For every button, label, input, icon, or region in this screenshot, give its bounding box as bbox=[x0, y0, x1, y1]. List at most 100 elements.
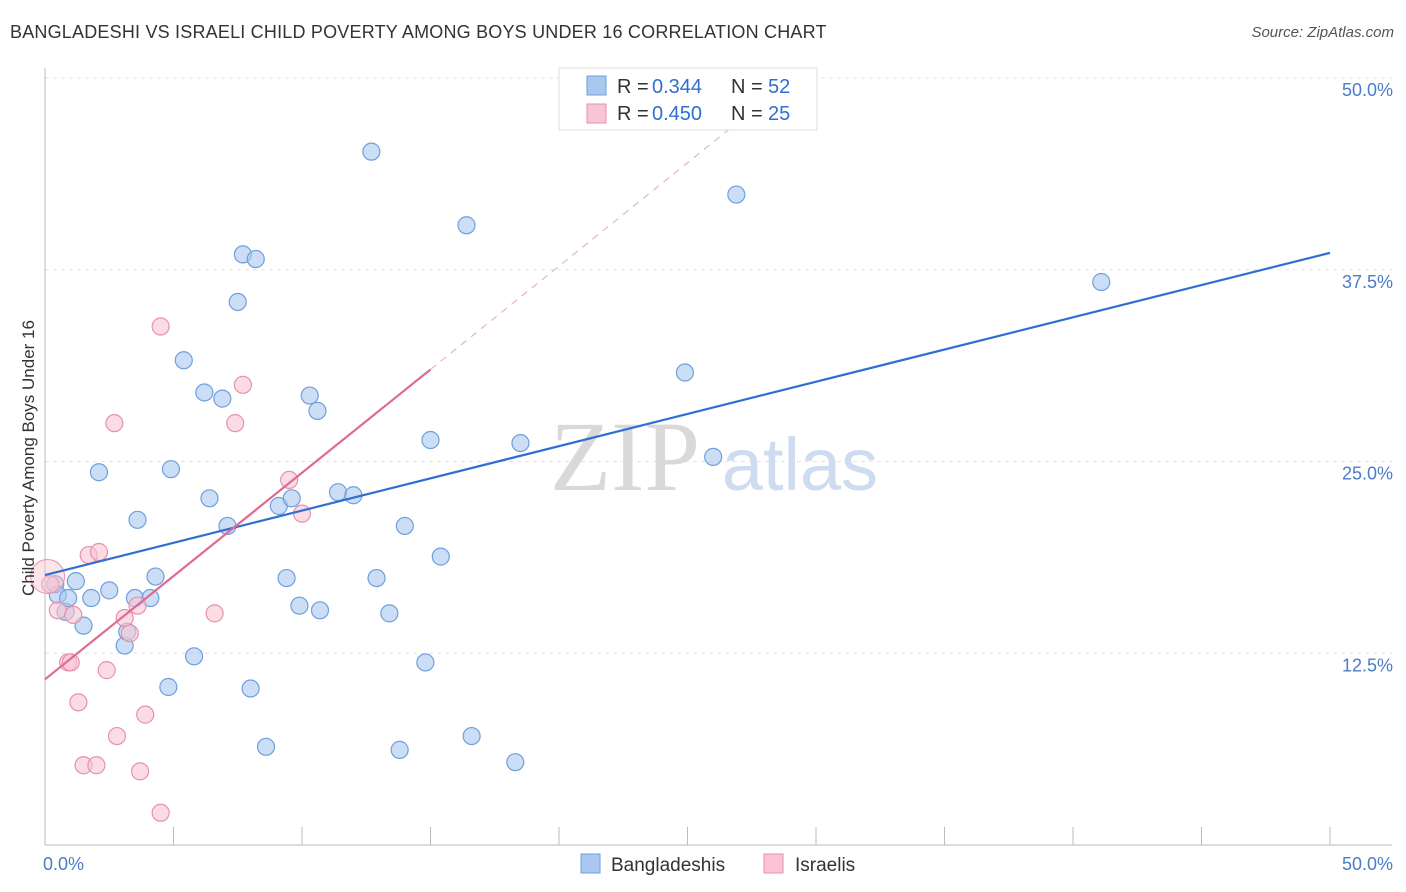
legend: R = 0.344 N = 52 R = 0.450 N = 25 bbox=[558, 67, 818, 131]
point-israelis-20 bbox=[226, 414, 245, 433]
point-bangladeshis-16 bbox=[161, 460, 181, 479]
point-israelis-4 bbox=[64, 605, 83, 625]
point-bangladeshis-45 bbox=[457, 216, 476, 235]
point-israelis-5 bbox=[69, 693, 88, 712]
bottom-legend: Bangladeshis Israelis bbox=[580, 853, 855, 876]
point-bangladeshis-47 bbox=[506, 753, 525, 772]
point-israelis-11 bbox=[107, 726, 127, 746]
point-bangladeshis-17 bbox=[174, 351, 193, 370]
x-tick-label-0: 0.0% bbox=[43, 854, 84, 874]
bottom-legend-swatch-israelis bbox=[763, 853, 784, 874]
point-bangladeshis-32 bbox=[300, 386, 319, 405]
bottom-legend-bangladeshis: Bangladeshis bbox=[611, 855, 725, 876]
point-bangladeshis-48 bbox=[511, 433, 530, 453]
legend-swatch-israelis bbox=[586, 103, 607, 124]
chart-title: BANGLADESHI VS ISRAELI CHILD POVERTY AMO… bbox=[10, 22, 827, 42]
point-israelis-large bbox=[30, 559, 66, 595]
point-bangladeshis-29 bbox=[277, 568, 296, 588]
point-bangladeshis-23 bbox=[228, 292, 247, 312]
point-bangladeshis-8 bbox=[100, 581, 119, 600]
watermark: ZIP atlas bbox=[550, 401, 878, 512]
point-bangladeshis-21 bbox=[213, 389, 232, 408]
point-bangladeshis-27 bbox=[256, 737, 276, 756]
legend-n-label-1: N = bbox=[731, 76, 763, 98]
point-israelis-0 bbox=[41, 575, 60, 594]
point-israelis-1 bbox=[48, 601, 67, 620]
point-bangladeshis-25 bbox=[241, 679, 260, 698]
trend-lines bbox=[44, 125, 1331, 681]
point-bangladeshis-38 bbox=[367, 568, 386, 588]
point-bangladeshis-19 bbox=[195, 383, 214, 402]
bottom-legend-israelis: Israelis bbox=[795, 855, 855, 876]
bottom-legend-swatch-bangladeshis bbox=[580, 853, 601, 874]
point-israelis-19 bbox=[205, 604, 224, 623]
point-bangladeshis-20 bbox=[200, 489, 219, 508]
legend-r-label-2: R = bbox=[617, 103, 649, 125]
point-israelis-10 bbox=[97, 661, 116, 680]
point-israelis-8 bbox=[87, 756, 106, 775]
point-bangladeshis-34 bbox=[310, 601, 330, 620]
legend-n-value-1: 52 bbox=[768, 76, 790, 98]
legend-r-value-1: 0.344 bbox=[652, 76, 702, 98]
axes bbox=[44, 68, 1392, 846]
point-bangladeshis-14 bbox=[146, 567, 165, 586]
point-bangladeshis-52 bbox=[1092, 272, 1111, 292]
point-israelis-23 bbox=[292, 504, 312, 523]
point-israelis-16 bbox=[136, 705, 155, 724]
legend-n-value-2: 25 bbox=[768, 103, 790, 125]
trend-line-bangladeshis bbox=[44, 251, 1331, 577]
point-israelis-12 bbox=[115, 608, 134, 628]
data-points bbox=[30, 142, 1111, 822]
trend-line-israelis bbox=[44, 368, 432, 681]
point-bangladeshis-41 bbox=[395, 516, 414, 536]
y-tick-label-0: 12.5% bbox=[1342, 655, 1393, 675]
x-tick-label-1: 50.0% bbox=[1342, 854, 1393, 874]
point-bangladeshis-4 bbox=[66, 572, 85, 591]
point-israelis-3 bbox=[61, 653, 80, 672]
point-israelis-24 bbox=[105, 414, 124, 433]
y-tick-label-2: 37.5% bbox=[1342, 272, 1393, 292]
legend-r-label-1: R = bbox=[617, 76, 649, 98]
watermark-atlas: atlas bbox=[722, 423, 878, 506]
point-bangladeshis-39 bbox=[380, 604, 399, 623]
point-bangladeshis-37 bbox=[362, 142, 381, 161]
trend-line-israelis-extension bbox=[430, 125, 735, 370]
grid-lines bbox=[45, 77, 1392, 654]
legend-swatch-bangladeshis bbox=[586, 75, 607, 96]
point-bangladeshis-3 bbox=[59, 588, 78, 608]
tick-labels: 12.5% 25.0% 37.5% 50.0% 0.0% 50.0% bbox=[43, 80, 1393, 874]
y-axis-label: Child Poverty Among Boys Under 16 bbox=[19, 320, 38, 596]
point-bangladeshis-46 bbox=[462, 726, 481, 746]
point-israelis-22 bbox=[280, 470, 299, 490]
point-bangladeshis-31 bbox=[290, 596, 309, 615]
point-bangladeshis-43 bbox=[421, 430, 440, 450]
point-israelis-18 bbox=[151, 317, 170, 336]
point-bangladeshis-51 bbox=[727, 185, 746, 204]
y-tick-label-1: 25.0% bbox=[1342, 464, 1393, 484]
point-bangladeshis-50 bbox=[704, 447, 723, 466]
point-israelis-17 bbox=[151, 803, 170, 822]
point-bangladeshis-6 bbox=[82, 588, 101, 608]
point-bangladeshis-49 bbox=[675, 363, 695, 382]
point-bangladeshis-7 bbox=[89, 463, 109, 482]
watermark-zip: ZIP bbox=[550, 401, 700, 512]
point-bangladeshis-33 bbox=[308, 401, 327, 420]
point-israelis-13 bbox=[120, 624, 139, 643]
legend-r-value-2: 0.450 bbox=[652, 103, 702, 125]
point-bangladeshis-30 bbox=[282, 489, 301, 508]
point-israelis-15 bbox=[130, 762, 150, 781]
point-bangladeshis-18 bbox=[184, 647, 204, 666]
point-bangladeshis-40 bbox=[390, 740, 409, 759]
point-bangladeshis-42 bbox=[416, 653, 435, 672]
source-label: Source: ZipAtlas.com bbox=[1251, 24, 1394, 41]
point-israelis-9 bbox=[89, 542, 109, 562]
point-bangladeshis-26 bbox=[246, 249, 265, 269]
point-bangladeshis-35 bbox=[328, 483, 348, 502]
legend-n-label-2: N = bbox=[731, 103, 763, 125]
point-israelis-21 bbox=[233, 375, 252, 394]
point-bangladeshis-12 bbox=[128, 510, 147, 529]
point-bangladeshis-44 bbox=[431, 547, 450, 566]
point-bangladeshis-15 bbox=[159, 677, 178, 697]
y-tick-label-3: 50.0% bbox=[1342, 80, 1393, 100]
